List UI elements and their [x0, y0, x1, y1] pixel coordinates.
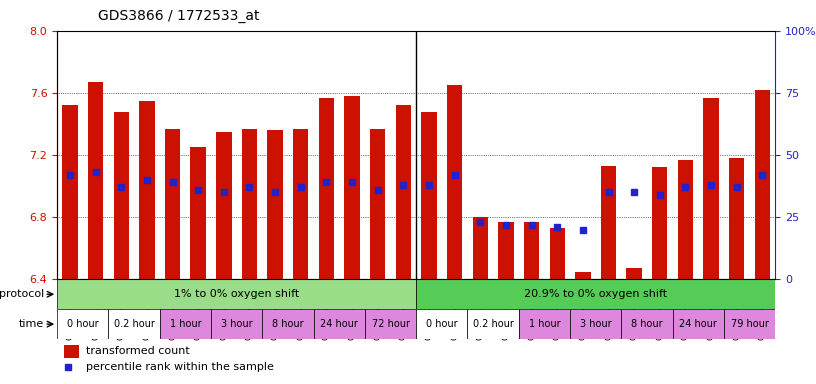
- Bar: [293, 129, 308, 279]
- Text: 3 hour: 3 hour: [221, 319, 252, 329]
- Bar: [652, 167, 667, 279]
- Bar: [575, 271, 591, 279]
- Bar: [524, 222, 539, 279]
- Text: protocol: protocol: [0, 289, 44, 299]
- Bar: [319, 98, 334, 279]
- FancyBboxPatch shape: [57, 279, 416, 309]
- Bar: [447, 85, 463, 279]
- FancyBboxPatch shape: [416, 309, 468, 339]
- Text: 1 hour: 1 hour: [170, 319, 202, 329]
- Bar: [472, 217, 488, 279]
- Text: 0 hour: 0 hour: [67, 319, 99, 329]
- Text: GDS3866 / 1772533_at: GDS3866 / 1772533_at: [98, 9, 259, 23]
- Bar: [627, 268, 642, 279]
- Text: 0.2 hour: 0.2 hour: [472, 319, 513, 329]
- Text: 24 hour: 24 hour: [680, 319, 717, 329]
- Text: 3 hour: 3 hour: [580, 319, 611, 329]
- Bar: [703, 98, 719, 279]
- Text: time: time: [19, 319, 44, 329]
- Text: 0 hour: 0 hour: [426, 319, 458, 329]
- FancyBboxPatch shape: [160, 309, 211, 339]
- Bar: [499, 222, 513, 279]
- FancyBboxPatch shape: [570, 309, 621, 339]
- FancyBboxPatch shape: [109, 309, 160, 339]
- Text: 79 hour: 79 hour: [730, 319, 769, 329]
- FancyBboxPatch shape: [468, 309, 519, 339]
- Bar: [421, 111, 437, 279]
- Bar: [549, 228, 565, 279]
- FancyBboxPatch shape: [672, 309, 724, 339]
- Bar: [242, 129, 257, 279]
- Text: 20.9% to 0% oxygen shift: 20.9% to 0% oxygen shift: [524, 289, 667, 299]
- Bar: [396, 105, 411, 279]
- Text: transformed count: transformed count: [86, 346, 189, 356]
- Text: 8 hour: 8 hour: [272, 319, 304, 329]
- FancyBboxPatch shape: [519, 309, 570, 339]
- Bar: [216, 132, 232, 279]
- Bar: [268, 130, 283, 279]
- Bar: [64, 344, 78, 358]
- Text: 1% to 0% oxygen shift: 1% to 0% oxygen shift: [174, 289, 299, 299]
- FancyBboxPatch shape: [416, 279, 775, 309]
- FancyBboxPatch shape: [724, 309, 775, 339]
- Bar: [601, 166, 616, 279]
- Bar: [344, 96, 360, 279]
- Bar: [140, 101, 154, 279]
- Bar: [370, 129, 385, 279]
- Bar: [190, 147, 206, 279]
- Bar: [88, 82, 104, 279]
- FancyBboxPatch shape: [57, 309, 109, 339]
- Bar: [755, 90, 770, 279]
- FancyBboxPatch shape: [313, 309, 365, 339]
- Bar: [62, 105, 78, 279]
- Text: 72 hour: 72 hour: [371, 319, 410, 329]
- Text: 8 hour: 8 hour: [631, 319, 663, 329]
- FancyBboxPatch shape: [262, 309, 313, 339]
- Bar: [113, 111, 129, 279]
- Text: 1 hour: 1 hour: [529, 319, 561, 329]
- FancyBboxPatch shape: [211, 309, 262, 339]
- FancyBboxPatch shape: [365, 309, 416, 339]
- Text: percentile rank within the sample: percentile rank within the sample: [86, 362, 273, 372]
- Bar: [165, 129, 180, 279]
- Bar: [678, 160, 693, 279]
- Text: 0.2 hour: 0.2 hour: [113, 319, 154, 329]
- Text: 24 hour: 24 hour: [321, 319, 358, 329]
- Bar: [729, 158, 744, 279]
- FancyBboxPatch shape: [621, 309, 672, 339]
